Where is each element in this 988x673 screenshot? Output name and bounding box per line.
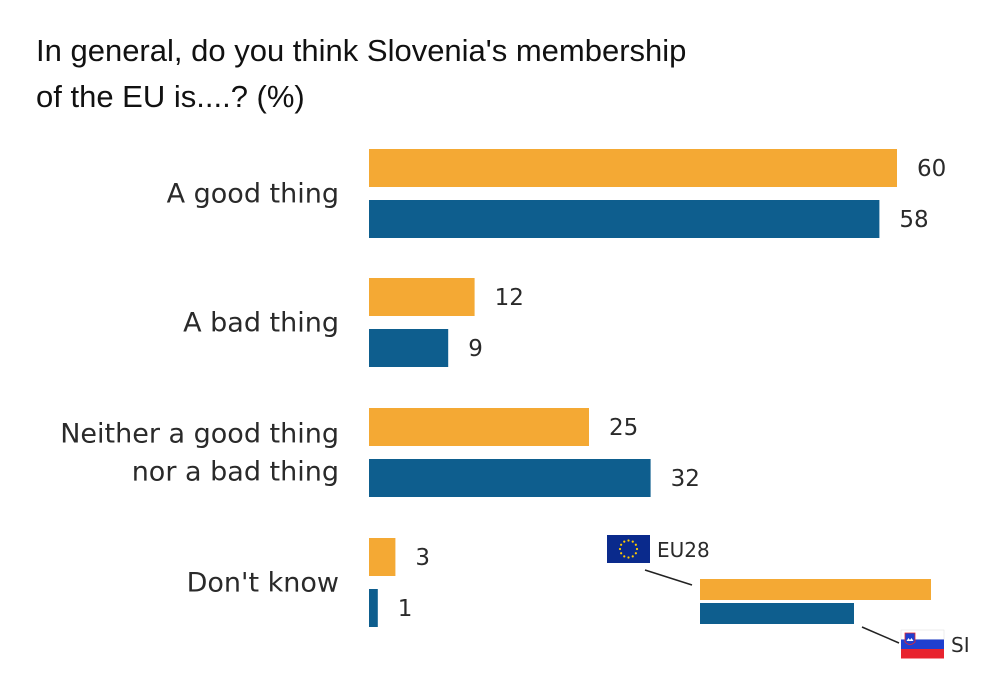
data-label-eu28-a-good-thing: 60 <box>917 156 946 182</box>
chart-title-line-1: In general, do you think Slovenia's memb… <box>36 33 687 68</box>
eu-star-icon <box>618 547 622 551</box>
category-label-neither-a-good-thing-nor-a-bad-thing: Neither a good thing nor a bad thing <box>60 419 339 488</box>
legend-swatch-eu28 <box>700 579 931 600</box>
bar-si-don-t-know <box>369 589 378 627</box>
data-label-si-a-good-thing: 58 <box>899 207 928 233</box>
legend-label-eu28: EU28 <box>657 538 710 562</box>
data-label-si-don-t-know: 1 <box>398 596 413 622</box>
category-label-a-bad-thing: A bad thing <box>183 308 339 339</box>
eu-star-icon <box>634 552 637 555</box>
bar-eu28-a-bad-thing <box>369 278 475 316</box>
legend-leader-line-eu28 <box>644 569 693 586</box>
chart-title-line-2: of the EU is....? (%) <box>36 79 305 114</box>
eu-star-icon <box>620 543 623 546</box>
category-label-a-good-thing: A good thing <box>167 179 339 210</box>
legend-leader-line-si <box>861 626 900 644</box>
category-label-line: Neither a good thing <box>60 419 339 450</box>
data-label-eu28-a-bad-thing: 12 <box>495 285 524 311</box>
data-label-si-neither-a-good-thing-nor-a-bad-thing: 32 <box>671 466 700 492</box>
slovenia-flag-icon <box>900 629 945 659</box>
bar-si-a-good-thing <box>369 200 880 238</box>
eu-star-icon <box>631 540 634 543</box>
eu-star-icon <box>635 547 639 551</box>
category-label-line: Don't know <box>187 568 339 599</box>
category-label-line: A good thing <box>167 179 339 210</box>
category-label-don-t-know: Don't know <box>187 568 339 599</box>
bar-si-a-bad-thing <box>369 329 449 367</box>
eu-star-icon <box>634 543 637 546</box>
eu-star-icon <box>627 556 630 559</box>
bar-eu28-don-t-know <box>369 538 396 576</box>
legend: EU28 SI <box>607 535 970 659</box>
eu-star-icon <box>631 555 634 558</box>
eu-star-icon <box>623 555 626 558</box>
eu-star-icon <box>620 552 623 555</box>
bar-eu28-neither-a-good-thing-nor-a-bad-thing <box>369 408 589 446</box>
category-label-line: nor a bad thing <box>132 457 339 488</box>
data-label-si-a-bad-thing: 9 <box>468 336 483 362</box>
legend-label-si: SI <box>951 633 970 657</box>
bar-si-neither-a-good-thing-nor-a-bad-thing <box>369 459 651 497</box>
data-label-eu28-neither-a-good-thing-nor-a-bad-thing: 25 <box>609 415 638 441</box>
chart-title: In general, do you think Slovenia's memb… <box>36 28 936 120</box>
bar-eu28-a-good-thing <box>369 149 897 187</box>
eu-star-icon <box>623 540 626 543</box>
category-label-line: A bad thing <box>183 308 339 339</box>
legend-swatch-si <box>700 603 854 624</box>
eu-star-icon <box>627 539 630 542</box>
plot-area: A good thing 60 58 A bad thing 12 9 Neither a … <box>60 149 946 627</box>
eu-flag-icon <box>607 535 650 563</box>
data-label-eu28-don-t-know: 3 <box>415 545 430 571</box>
